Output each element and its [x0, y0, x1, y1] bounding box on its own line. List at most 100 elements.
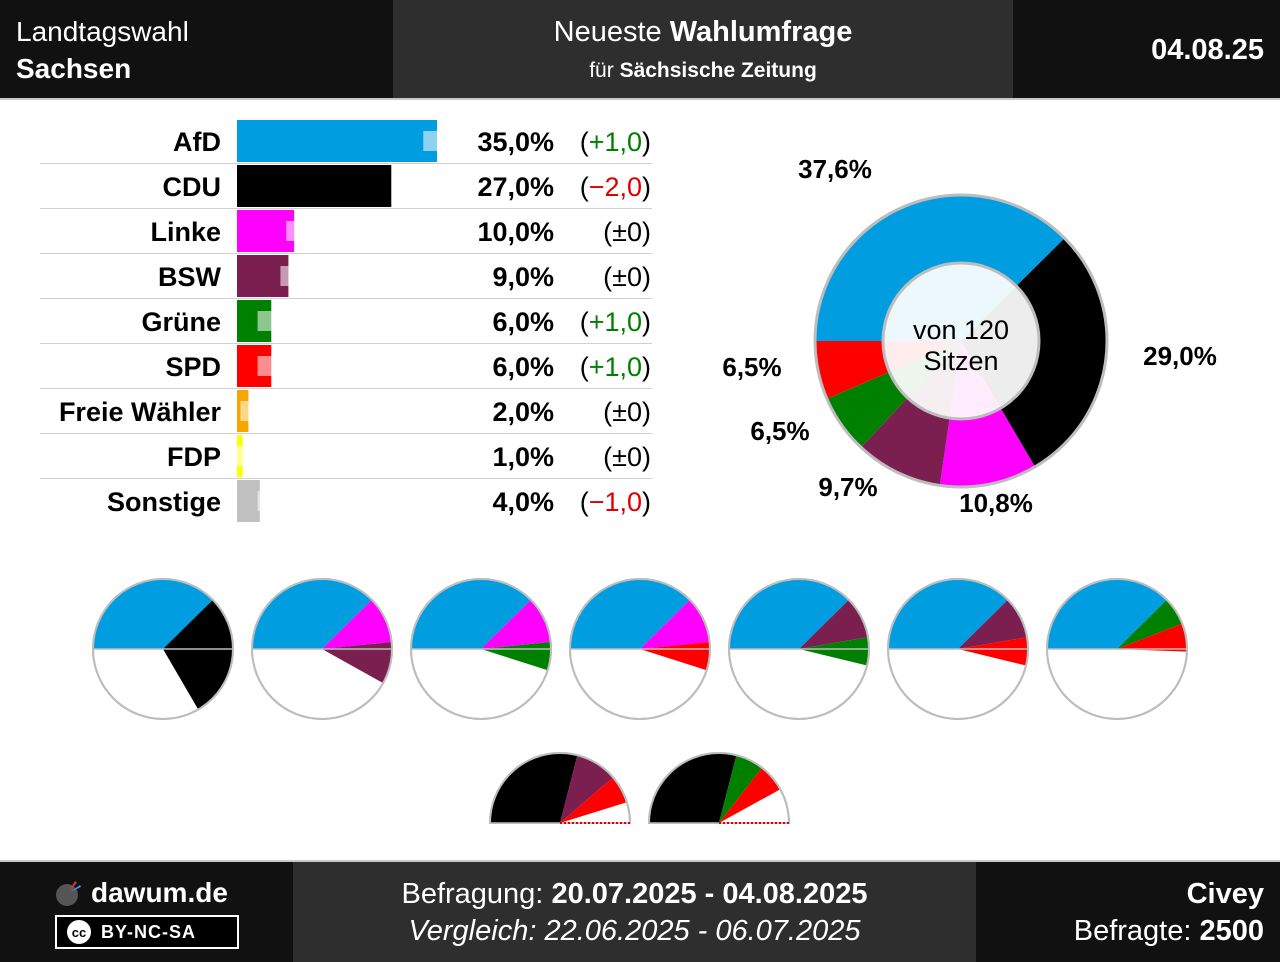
coalition-slice-spd — [958, 637, 1028, 666]
respondents: Befragte: 2500 — [1074, 915, 1264, 948]
coalition-slice-afd — [1047, 579, 1167, 649]
dawum-logo[interactable]: dawum.de — [55, 876, 228, 910]
seat-outline — [813, 193, 1109, 489]
value-label-spd: 6,0% — [492, 352, 554, 382]
poll-bar-chart: AfD 35,0% (+1,0) CDU 27,0% (−2,0) Linke 10,0% (±… — [40, 120, 652, 522]
footer-brand-box: dawum.de cc BY-NC-SA — [0, 862, 293, 962]
footer: dawum.de cc BY-NC-SA Befragung: 20.07.20… — [0, 860, 1280, 962]
survey-dates: 20.07.2025 - 04.08.2025 — [551, 878, 868, 910]
change-label-spd: (+1,0) — [580, 352, 651, 382]
party-label-sonstige: Sonstige — [107, 487, 221, 517]
party-label-gruene: Grüne — [141, 307, 221, 337]
change-label-cdu: (−2,0) — [580, 172, 651, 202]
coalition-slice-bsw — [560, 755, 614, 823]
previous-marker-bsw — [280, 266, 299, 286]
seat-center-label-2: Sitzen — [923, 346, 998, 376]
previous-marker-fdp — [234, 446, 253, 466]
value-label-fdp: 1,0% — [492, 442, 554, 472]
comparison-period: Vergleich: 22.06.2025 - 06.07.2025 — [408, 915, 861, 947]
value-label-gruene: 6,0% — [492, 307, 554, 337]
coalition-slice-spd — [560, 777, 627, 823]
header-title-box: Landtagswahl Sachsen — [0, 0, 393, 98]
coalition-slice-gruene — [1117, 599, 1183, 649]
client-line: für Sächsische Zeitung — [393, 59, 1013, 83]
coalition-afd-bsw-gruene — [728, 578, 870, 720]
value-label-cdu: 27,0% — [477, 172, 554, 202]
coalition-slice-bsw — [322, 641, 392, 684]
seat-label-bsw: 9,7% — [818, 472, 877, 502]
headline-bold: Wahlumfrage — [669, 16, 853, 48]
party-label-cdu: CDU — [163, 172, 222, 202]
previous-marker-sonstige — [257, 491, 276, 511]
bar-cdu — [237, 165, 392, 207]
value-label-bsw: 9,0% — [492, 262, 554, 292]
coalition-cdu-bsw-spd — [488, 752, 632, 824]
headline: Neueste Wahlumfrage — [393, 16, 1013, 49]
change-label-linke: (±0) — [603, 217, 651, 247]
coalition-slice-afd — [411, 579, 531, 649]
coalition-afd-cdu — [92, 578, 234, 720]
footer-period-box: Befragung: 20.07.2025 - 04.08.2025 Vergl… — [293, 862, 976, 962]
previous-marker-afd — [423, 131, 442, 151]
coalition-slice-bsw — [958, 599, 1027, 649]
seat-label-spd: 6,5% — [722, 352, 781, 382]
state-name: Sachsen — [16, 53, 132, 84]
coalition-slice-bsw — [799, 599, 868, 649]
coalition-slice-afd — [93, 579, 213, 649]
survey-period: Befragung: 20.07.2025 - 04.08.2025 — [293, 878, 976, 911]
license-badge[interactable]: cc BY-NC-SA — [55, 915, 239, 949]
seat-label-afd: 37,6% — [798, 154, 872, 184]
value-label-linke: 10,0% — [477, 217, 554, 247]
party-label-linke: Linke — [150, 217, 221, 247]
party-label-afd: AfD — [173, 127, 221, 157]
headline-plain: Neueste — [553, 16, 662, 48]
change-label-fdp: (±0) — [603, 442, 651, 472]
header: Landtagswahl Sachsen Neueste Wahlumfrage… — [0, 0, 1280, 100]
client-prefix: für — [589, 59, 614, 82]
seat-label-gruene: 6,5% — [750, 416, 809, 446]
party-label-spd: SPD — [165, 352, 221, 382]
coalition-slice-linke — [322, 599, 392, 649]
cc-icon: cc — [67, 920, 91, 944]
coalition-afd-linke-bsw — [251, 578, 393, 720]
site-name: dawum.de — [91, 877, 228, 908]
footer-institute-box: Civey Befragte: 2500 — [976, 862, 1280, 962]
bar-afd — [237, 120, 437, 162]
coalition-slice-afd — [570, 579, 690, 649]
party-label-fdp: FDP — [167, 442, 221, 472]
seat-center — [881, 261, 1041, 421]
respondents-label: Befragte: — [1073, 915, 1192, 947]
coalition-afd-bsw-spd — [887, 578, 1029, 720]
header-date-box: 04.08.25 — [1013, 0, 1280, 98]
coalition-afd-linke-gruene — [410, 578, 552, 720]
previous-marker-linke — [286, 221, 305, 241]
coalition-slice-linke — [640, 599, 710, 649]
license-text: BY-NC-SA — [101, 921, 197, 942]
change-label-bsw: (±0) — [603, 262, 651, 292]
seat-center-label-1: von 120 — [913, 315, 1009, 345]
seat-label-linke: 10,8% — [959, 488, 1033, 518]
bar-bsw — [237, 255, 289, 297]
coalition-slice-cdu — [163, 599, 233, 710]
coalition-charts — [92, 578, 1188, 824]
coalition-slice-afd — [729, 579, 849, 649]
value-label-freie-waehler: 2,0% — [492, 397, 554, 427]
change-label-sonstige: (−1,0) — [580, 487, 651, 517]
client-name: Sächsische Zeitung — [619, 59, 817, 82]
previous-marker-gruene — [257, 311, 276, 331]
header-center-box: Neueste Wahlumfrage für Sächsische Zeitu… — [393, 0, 1013, 98]
bar-sonstige — [237, 480, 260, 522]
coalition-slice-spd — [719, 767, 781, 823]
coalition-slice-spd — [1117, 623, 1187, 652]
coalition-slice-linke — [481, 599, 551, 649]
pie-logo-icon — [55, 879, 83, 907]
coalition-afd-gruene-spd — [1046, 578, 1188, 720]
coalition-cdu-gruene-spd — [647, 752, 791, 824]
survey-label: Befragung: — [401, 878, 544, 910]
poll-date: 04.08.25 — [1151, 34, 1264, 66]
value-label-sonstige: 4,0% — [492, 487, 554, 517]
value-label-afd: 35,0% — [477, 127, 554, 157]
coalition-slice-gruene — [799, 637, 869, 666]
change-label-afd: (+1,0) — [580, 127, 651, 157]
